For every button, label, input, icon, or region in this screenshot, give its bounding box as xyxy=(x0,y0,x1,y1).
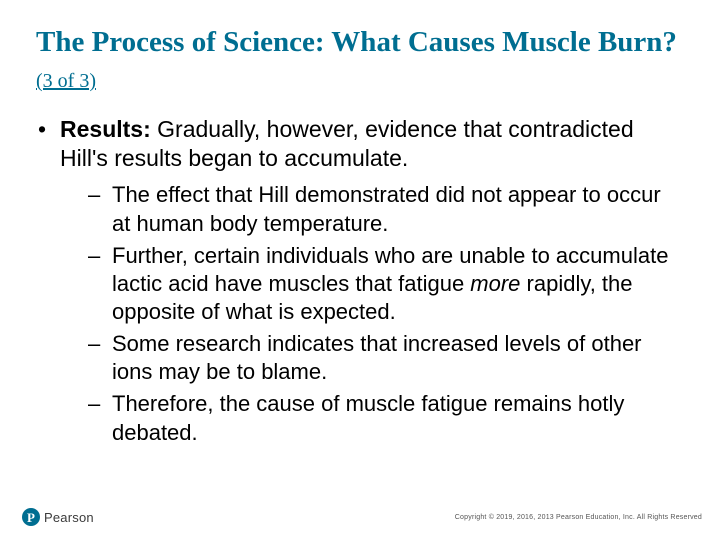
slide-title: The Process of Science: What Causes Musc… xyxy=(36,24,684,97)
slide-body: Results: Gradually, however, evidence th… xyxy=(36,115,684,447)
copyright-text: Copyright © 2019, 2016, 2013 Pearson Edu… xyxy=(455,514,702,521)
sub-bullet-3: Some research indicates that increased l… xyxy=(88,330,684,386)
pearson-logo-text: Pearson xyxy=(44,510,94,525)
bullet-list-level2: The effect that Hill demonstrated did no… xyxy=(60,181,684,446)
slide-container: The Process of Science: What Causes Musc… xyxy=(0,0,720,540)
sub-bullet-1-text: The effect that Hill demonstrated did no… xyxy=(112,182,661,235)
title-main: The Process of Science: What Causes Musc… xyxy=(36,26,677,58)
title-sub: (3 of 3) xyxy=(36,70,96,92)
results-label: Results: xyxy=(60,116,151,142)
pearson-logo-mark: P xyxy=(22,508,40,526)
sub-bullet-2-em: more xyxy=(470,271,520,296)
sub-bullet-4-text: Therefore, the cause of muscle fatigue r… xyxy=(112,391,624,444)
sub-bullet-3-text: Some research indicates that increased l… xyxy=(112,331,642,384)
pearson-logo: P Pearson xyxy=(22,508,94,526)
sub-bullet-4: Therefore, the cause of muscle fatigue r… xyxy=(88,390,684,446)
sub-bullet-1: The effect that Hill demonstrated did no… xyxy=(88,181,684,237)
bullet-list-level1: Results: Gradually, however, evidence th… xyxy=(36,115,684,447)
bullet-results: Results: Gradually, however, evidence th… xyxy=(36,115,684,447)
slide-footer: P Pearson Copyright © 2019, 2016, 2013 P… xyxy=(0,508,720,526)
sub-bullet-2: Further, certain individuals who are una… xyxy=(88,242,684,326)
pearson-logo-letter: P xyxy=(27,511,35,524)
